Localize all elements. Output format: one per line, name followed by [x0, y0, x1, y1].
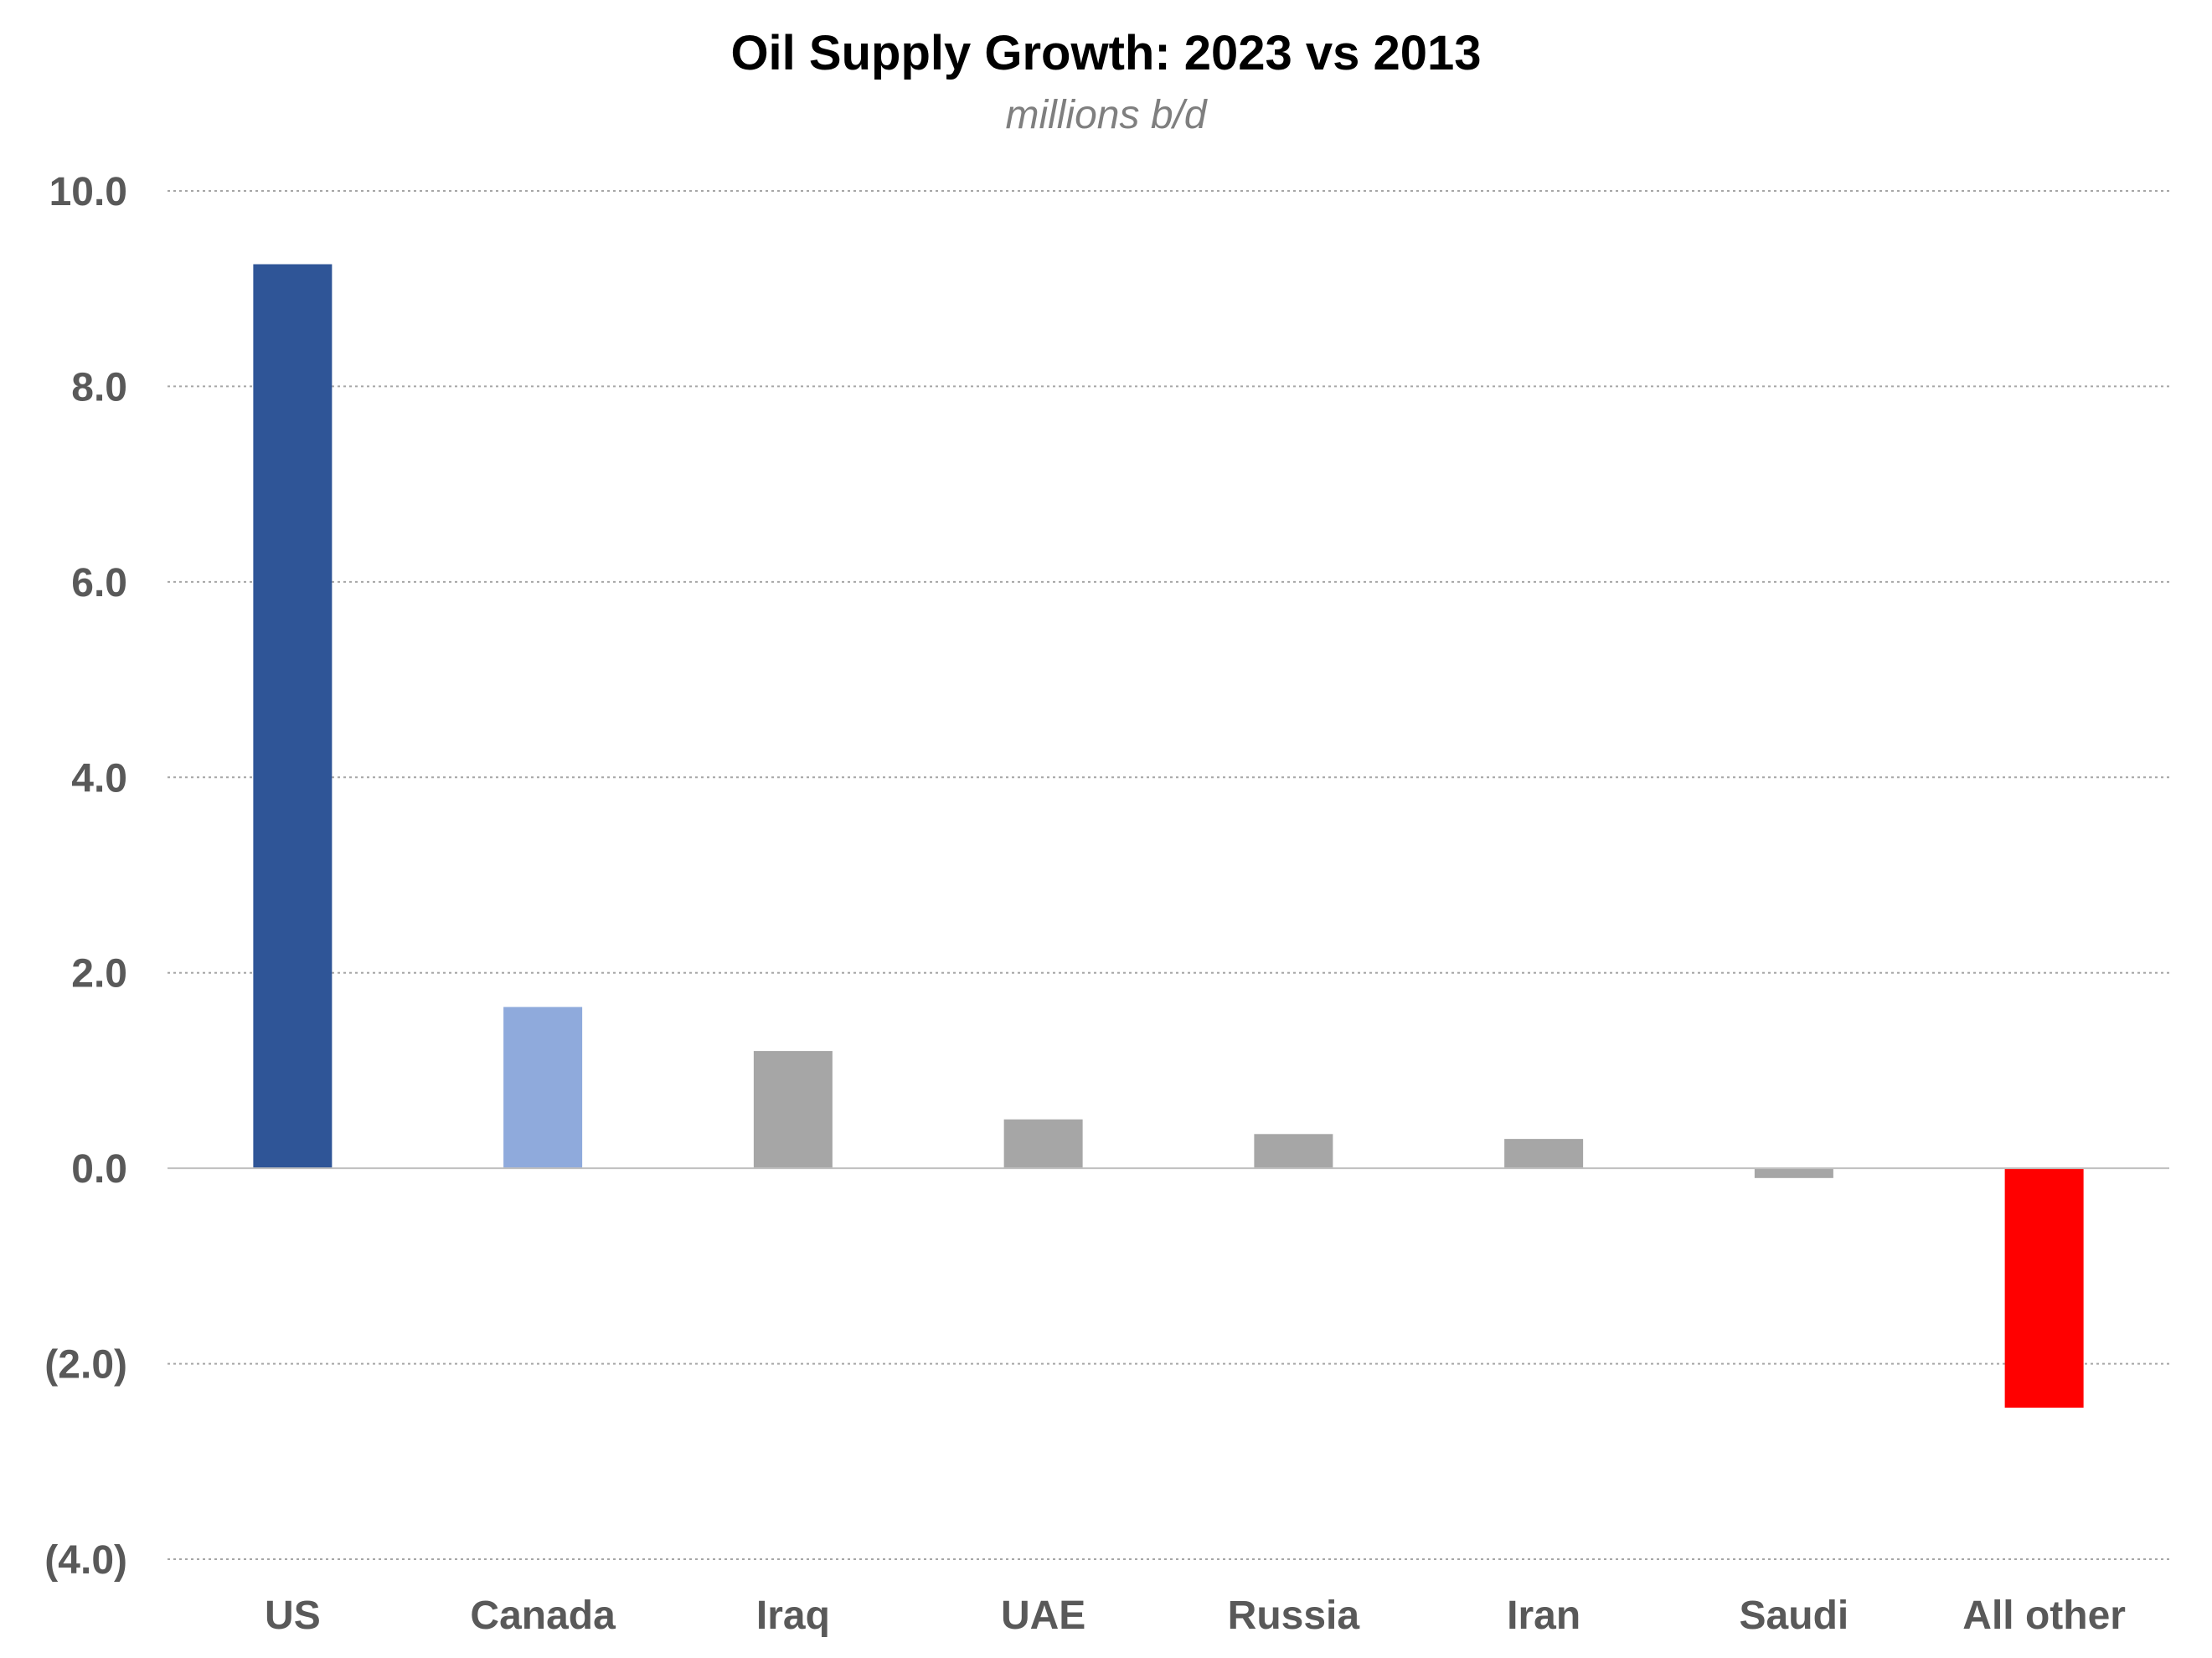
y-tick-label: 8.0	[71, 365, 127, 409]
bar-all-other	[2004, 1168, 2084, 1408]
y-tick-label: 0.0	[71, 1147, 127, 1192]
chart-title: Oil Supply Growth: 2023 vs 2013	[730, 26, 1482, 80]
y-tick-label: (2.0)	[44, 1343, 127, 1388]
bar-canada	[503, 1007, 583, 1169]
y-tick-label: 2.0	[71, 952, 127, 996]
y-tick-label: (4.0)	[44, 1538, 127, 1583]
y-tick-label: 4.0	[71, 756, 127, 801]
bar-iraq	[753, 1051, 833, 1169]
x-tick-label: All other	[1962, 1594, 2126, 1638]
x-tick-label: Saudi	[1740, 1594, 1849, 1638]
x-axis-ticks: US Canada Iraq UAE Russia Iran Saudi All other	[265, 1594, 2126, 1638]
y-tick-label: 10.0	[49, 170, 127, 214]
bar-iran	[1504, 1139, 1584, 1169]
x-tick-label: US	[265, 1594, 321, 1638]
bar-us	[253, 264, 333, 1169]
y-tick-label: 6.0	[71, 561, 127, 605]
chart-subtitle: millions b/d	[1005, 93, 1207, 137]
bar-russia	[1254, 1134, 1333, 1169]
y-axis-ticks: 10.0 8.0 6.0 4.0 2.0 0.0 (2.0) (4.0)	[44, 170, 127, 1583]
x-tick-label: Canada	[470, 1594, 616, 1638]
gridlines	[168, 190, 2169, 1560]
x-tick-label: Russia	[1228, 1594, 1360, 1638]
bar-uae	[1003, 1119, 1083, 1169]
bars	[253, 264, 2084, 1408]
bar-saudi	[1754, 1168, 1833, 1178]
x-tick-label: Iraq	[756, 1594, 830, 1638]
x-tick-label: UAE	[1001, 1594, 1085, 1638]
x-tick-label: Iran	[1507, 1594, 1580, 1638]
